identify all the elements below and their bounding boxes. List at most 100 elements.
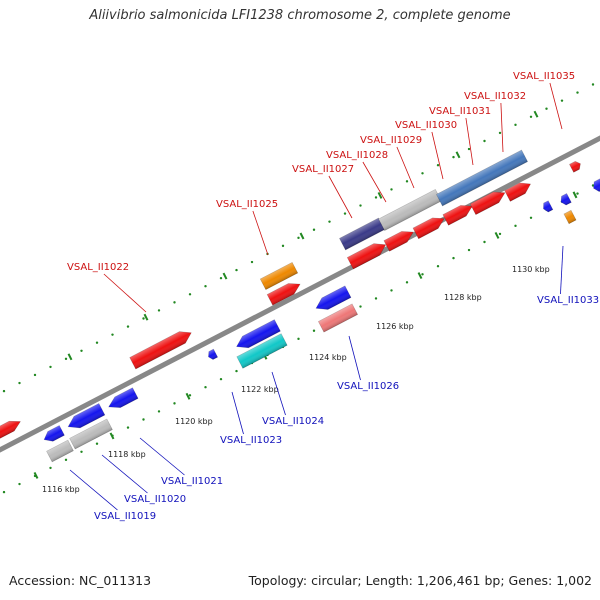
gene-arrow	[129, 331, 192, 370]
gene-arrow-shade	[318, 303, 358, 333]
gene-arrow-shade	[543, 200, 553, 212]
forward-leader-line	[103, 273, 147, 313]
guide-dot	[49, 365, 52, 369]
reverse-gene-label: VSAL_II1033	[537, 295, 599, 306]
guide-tick	[185, 392, 191, 400]
guide-dot	[467, 248, 471, 252]
forward-gene-label: VSAL_II1025	[216, 199, 278, 210]
guide-dot	[18, 381, 21, 385]
gene-arrow	[236, 319, 281, 349]
gene-arrow	[412, 217, 445, 240]
guide-dot	[390, 188, 393, 191]
gene-arrow-shade	[569, 161, 581, 173]
reverse-leader-line	[139, 437, 185, 476]
gene-arrow	[67, 403, 106, 429]
gene-arrow-shade	[470, 191, 505, 215]
guide-dot	[498, 232, 502, 236]
chromosome-backbone	[0, 135, 600, 453]
accession-text: Accession: NC_011313	[9, 573, 152, 588]
guide-dot	[250, 260, 254, 264]
guide-dot	[421, 273, 424, 276]
gene-arrow	[563, 209, 577, 225]
tick-label: 1130 kbp	[512, 265, 550, 274]
reverse-gene-label: VSAL_II1021	[161, 476, 223, 487]
gene-arrow-shade	[413, 217, 445, 239]
gene-arrow-shade	[236, 333, 288, 369]
tick-label: 1116 kbp	[42, 485, 80, 494]
guide-dot	[467, 147, 471, 151]
gene-arrow	[0, 420, 21, 440]
genome-title: Aliivibrio salmonicida LFI1238 chromosom…	[89, 8, 511, 23]
gene-arrow-shade	[44, 425, 65, 442]
gene-arrow-shade	[316, 285, 351, 310]
gene-arrow-shade	[383, 231, 414, 252]
guide-dot	[514, 123, 517, 127]
guide-dot	[483, 139, 486, 143]
forward-leader-line	[328, 175, 353, 219]
guide-dot	[49, 466, 52, 470]
guide-dot	[219, 377, 223, 381]
guide-dot	[64, 357, 68, 361]
guide-dot	[157, 410, 161, 413]
gene-arrow	[504, 182, 532, 202]
forward-leader-line	[431, 131, 444, 180]
guide-dot	[498, 131, 502, 135]
forward-gene-label: VSAL_II1028	[326, 150, 388, 161]
guide-tick	[494, 232, 500, 239]
guide-dot	[374, 196, 378, 199]
guide-dot	[188, 394, 192, 397]
gene-arrow	[208, 348, 219, 360]
guide-dot	[405, 281, 409, 284]
guide-dot	[173, 301, 176, 304]
guide-dot	[359, 204, 362, 207]
guide-tick	[377, 191, 383, 199]
gene-arrow-shade	[339, 218, 385, 250]
guide-dot	[421, 172, 424, 175]
forward-leader-line	[465, 117, 474, 166]
guide-dot	[312, 329, 316, 332]
gene-arrow-shade	[129, 331, 192, 370]
guide-dot	[591, 184, 595, 187]
tick-label: 1118 kbp	[108, 450, 146, 459]
guide-dot	[111, 333, 114, 336]
reverse-gene-label: VSAL_II1023	[220, 435, 282, 446]
gene-arrow	[593, 178, 600, 192]
gene-arrow	[560, 193, 572, 206]
guide-dot	[95, 442, 99, 445]
guide-dot	[204, 285, 207, 288]
guide-dot	[33, 373, 37, 377]
reverse-leader-line	[101, 454, 148, 494]
guide-dot	[204, 386, 207, 389]
guide-dot	[64, 458, 68, 462]
guide-dot	[576, 192, 579, 195]
guide-tick	[533, 110, 539, 118]
guide-dot	[80, 349, 83, 352]
gene-arrow-shade	[68, 403, 105, 428]
reverse-gene-label: VSAL_II1024	[262, 416, 324, 427]
guide-dot	[95, 341, 99, 344]
forward-leader-line	[252, 210, 269, 256]
forward-gene-label: VSAL_II1032	[464, 91, 526, 102]
guide-dot	[529, 115, 533, 118]
guide-dot	[591, 83, 595, 86]
gene-arrow	[442, 205, 473, 226]
gene-arrow	[236, 333, 288, 369]
gene-arrow	[543, 200, 554, 213]
reverse-leader-line	[231, 391, 244, 435]
reverse-leader-line	[348, 335, 361, 381]
guide-dot	[328, 220, 331, 223]
gene-arrow	[46, 439, 74, 463]
guide-dot	[235, 268, 238, 272]
gene-arrow	[569, 160, 581, 173]
guide-dot	[173, 402, 176, 405]
forward-leader-line	[362, 161, 387, 203]
lower-guide-line	[2, 184, 595, 494]
guide-dot	[390, 289, 393, 292]
forward-gene-label: VSAL_II1035	[513, 71, 575, 82]
gene-arrow-shade	[347, 243, 386, 270]
guide-dot	[297, 337, 300, 341]
gene-arrow	[69, 418, 113, 450]
gene-arrow-shade	[563, 210, 577, 224]
guide-tick	[143, 313, 149, 321]
